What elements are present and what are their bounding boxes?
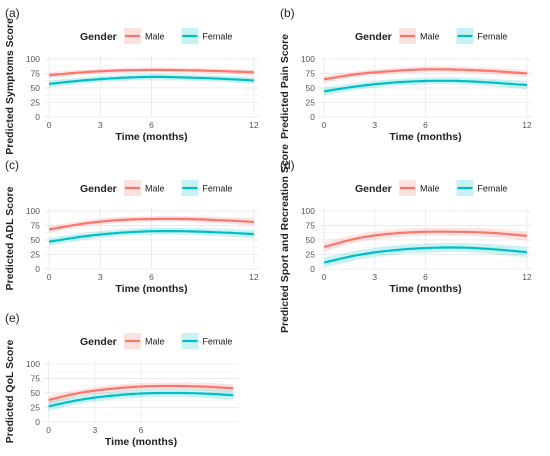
series-line-female (323, 246, 528, 264)
chart-panel-2: (b) Gender Male Female 0 25 50 75 100 0 3 6 12 Time (… (279, 6, 532, 143)
y-tick-label: 100 (26, 359, 40, 369)
x-tick-label: 12 (522, 120, 532, 130)
legend: Gender Male Female (80, 333, 232, 349)
ci-ribbon-female (48, 388, 234, 411)
y-tick-label: 50 (31, 388, 41, 398)
chart-panel-4: (d) Gender Male Female 0 25 50 75 100 0 3 6 12 Time (… (279, 144, 532, 333)
y-tick-label: 0 (35, 112, 40, 122)
legend-label: Male (145, 184, 165, 194)
legend-label: Female (202, 32, 232, 42)
legend-title: Gender (355, 31, 392, 43)
y-tick-label: 100 (26, 54, 40, 64)
x-tick-label: 3 (98, 272, 103, 282)
x-tick-label: 0 (47, 272, 52, 282)
panel-label: (a) (5, 6, 20, 20)
series-line-female (48, 230, 254, 243)
panel-label: (d) (280, 158, 295, 172)
legend: Gender Male Female (355, 28, 507, 44)
y-tick-label: 0 (35, 417, 40, 427)
legend-title: Gender (80, 31, 117, 43)
ci-ribbon-male (324, 227, 527, 252)
legend: Gender Male Female (355, 180, 507, 196)
y-tick-label: 50 (306, 235, 316, 245)
x-axis-title: Time (months) (389, 131, 461, 143)
x-tick-label: 3 (98, 120, 103, 130)
chart-panel-3: (c) Gender Male Female 0 25 50 75 100 0 3 6 12 Time (… (4, 158, 259, 295)
x-tick-label: 6 (423, 272, 428, 282)
x-axis-title: Time (months) (105, 436, 177, 448)
y-tick-label: 75 (306, 68, 316, 78)
y-axis-title: Predicted Pain Score (279, 34, 291, 139)
y-tick-label: 0 (310, 112, 315, 122)
legend-label: Female (477, 32, 507, 42)
x-axis-title: Time (months) (115, 131, 187, 143)
legend-label: Male (145, 337, 165, 347)
x-tick-label: 12 (249, 120, 259, 130)
y-tick-label: 100 (301, 54, 315, 64)
x-tick-label: 0 (46, 425, 51, 435)
x-tick-label: 3 (372, 272, 377, 282)
series-line-female (48, 75, 254, 85)
x-tick-label: 12 (249, 272, 259, 282)
series-line-male (323, 68, 527, 81)
x-axis-title: Time (months) (115, 283, 187, 295)
x-tick-label: 3 (92, 425, 97, 435)
y-tick-label: 25 (31, 97, 41, 107)
legend: Gender Male Female (80, 28, 232, 44)
y-tick-label: 75 (31, 220, 41, 230)
legend-title: Gender (355, 183, 392, 195)
series-line-male (323, 230, 528, 248)
y-tick-label: 50 (306, 83, 316, 93)
x-tick-label: 12 (522, 272, 532, 282)
x-tick-label: 0 (322, 272, 327, 282)
legend-label: Male (420, 32, 440, 42)
legend-label: Female (477, 184, 507, 194)
x-tick-label: 0 (322, 120, 327, 130)
legend-label: Male (420, 184, 440, 194)
series-line-male (48, 68, 254, 77)
y-tick-label: 75 (31, 68, 41, 78)
series-line-female (323, 79, 527, 93)
legend-label: Female (202, 337, 232, 347)
legend-label: Female (202, 184, 232, 194)
y-tick-label: 100 (26, 206, 40, 216)
x-tick-label: 3 (372, 120, 377, 130)
legend-title: Gender (80, 183, 117, 195)
x-tick-label: 6 (139, 425, 144, 435)
x-axis-title: Time (months) (389, 283, 461, 295)
x-tick-label: 6 (149, 120, 154, 130)
series-line-male (48, 384, 234, 401)
grid (44, 56, 259, 118)
legend-label: Male (145, 32, 165, 42)
y-tick-label: 25 (306, 97, 316, 107)
y-axis-title: Predicted ADL Score (4, 186, 16, 290)
y-tick-label: 100 (301, 206, 315, 216)
x-tick-label: 0 (47, 120, 52, 130)
panel-label: (c) (5, 158, 19, 172)
legend-title: Gender (80, 336, 117, 348)
y-tick-label: 50 (31, 235, 41, 245)
legend: Gender Male Female (80, 180, 232, 196)
y-axis-title: Predicted QoL Score (4, 340, 16, 444)
x-tick-label: 6 (423, 120, 428, 130)
y-tick-label: 0 (35, 264, 40, 274)
ci-ribbon-male (48, 382, 234, 404)
panel-label: (b) (280, 6, 295, 20)
y-tick-label: 50 (31, 83, 41, 93)
y-tick-label: 25 (31, 402, 41, 412)
series-line-male (48, 217, 254, 231)
y-tick-label: 75 (31, 373, 41, 383)
x-tick-label: 6 (149, 272, 154, 282)
y-tick-label: 25 (31, 249, 41, 259)
series-line-female (48, 391, 234, 408)
y-tick-label: 0 (310, 264, 315, 274)
y-axis-title: Predicted Symptoms Score (4, 18, 16, 155)
chart-panel-1: (a) Gender Male Female 0 25 50 75 100 0 3 6 12 Time (… (4, 6, 259, 155)
y-tick-label: 25 (306, 249, 316, 259)
panel-label: (e) (5, 311, 20, 325)
y-tick-label: 75 (306, 220, 316, 230)
y-axis-title: Predicted Sport and Recreation Score (279, 144, 291, 333)
